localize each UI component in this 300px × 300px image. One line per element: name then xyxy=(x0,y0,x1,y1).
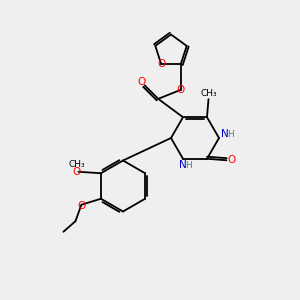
Text: O: O xyxy=(138,77,146,87)
Text: N: N xyxy=(220,129,228,140)
Text: O: O xyxy=(228,155,236,165)
Text: O: O xyxy=(77,201,86,211)
Text: CH₃: CH₃ xyxy=(69,160,85,169)
Text: H: H xyxy=(227,130,234,139)
Text: O: O xyxy=(157,59,165,69)
Text: N: N xyxy=(179,160,187,170)
Text: CH₃: CH₃ xyxy=(200,89,217,98)
Text: O: O xyxy=(73,167,81,177)
Text: H: H xyxy=(186,161,192,170)
Text: O: O xyxy=(177,85,185,95)
